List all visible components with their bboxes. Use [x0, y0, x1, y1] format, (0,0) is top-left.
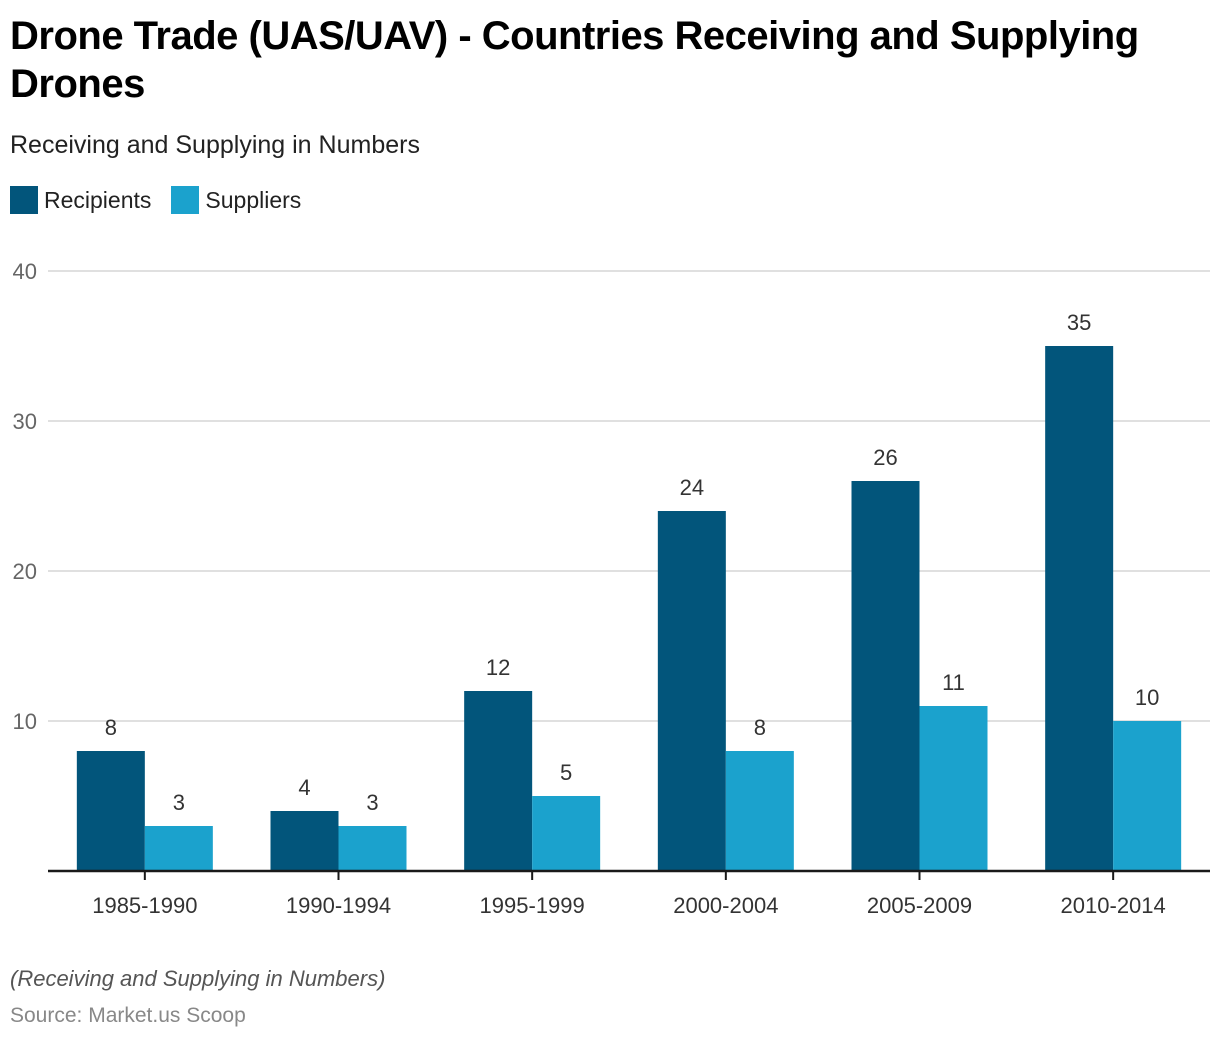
legend-label-recipients: Recipients — [44, 186, 152, 213]
data-label-recipients: 35 — [1067, 310, 1091, 335]
data-label-suppliers: 3 — [366, 790, 378, 815]
x-tick-label: 2000-2004 — [673, 893, 778, 918]
data-label-suppliers: 5 — [560, 760, 572, 785]
y-axis-ticks: 10 20 30 40 — [13, 259, 37, 734]
data-label-suppliers: 10 — [1135, 685, 1159, 710]
chart-subtitle: Receiving and Supplying in Numbers — [10, 131, 420, 159]
data-label-suppliers: 11 — [942, 670, 965, 695]
legend-swatch-suppliers — [171, 186, 200, 214]
y-tick-label: 40 — [13, 259, 37, 284]
bar-suppliers-1995-1999[interactable] — [532, 796, 601, 871]
y-tick-label: 20 — [13, 559, 37, 584]
data-label-recipients: 24 — [680, 475, 704, 500]
bar-recipients-2005-2009[interactable] — [851, 481, 920, 871]
x-tick-label: 2010-2014 — [1061, 893, 1166, 918]
bar-suppliers-2005-2009[interactable] — [919, 706, 988, 871]
bar-suppliers-1990-1994[interactable] — [338, 826, 407, 871]
data-label-recipients: 26 — [873, 445, 897, 470]
x-tick-label: 2005-2009 — [867, 893, 972, 918]
data-label-recipients: 8 — [105, 715, 117, 740]
legend: Recipients Suppliers — [10, 186, 321, 214]
y-tick-label: 10 — [13, 709, 37, 734]
bar-suppliers-2010-2014[interactable] — [1113, 721, 1182, 871]
data-label-suppliers: 3 — [173, 790, 185, 815]
bar-recipients-1995-1999[interactable] — [464, 691, 533, 871]
x-tick-label: 1995-1999 — [480, 893, 585, 918]
y-tick-label: 30 — [13, 409, 37, 434]
x-axis: 1985-1990 1990-1994 1995-1999 2000-2004 2005… — [48, 869, 1210, 918]
chart-title: Drone Trade (UAS/UAV) - Countries Receiv… — [10, 14, 1139, 106]
bar-recipients-1990-1994[interactable] — [270, 811, 339, 871]
footnote: (Receiving and Supplying in Numbers) — [10, 966, 386, 991]
data-label-recipients: 12 — [486, 655, 510, 680]
legend-swatch-recipients — [10, 186, 38, 214]
x-tick-label: 1985-1990 — [92, 893, 197, 918]
bar-recipients-2000-2004[interactable] — [657, 511, 726, 871]
data-labels: 8 3 4 3 12 5 24 8 26 11 35 10 — [105, 310, 1160, 815]
legend-item-suppliers[interactable]: Suppliers — [171, 186, 301, 214]
source-credit: Source: Market.us Scoop — [10, 1004, 246, 1027]
x-tick-label: 1990-1994 — [286, 893, 391, 918]
bar-suppliers-1985-1990[interactable] — [144, 826, 213, 871]
bar-recipients-2010-2014[interactable] — [1045, 346, 1114, 871]
bar-suppliers-2000-2004[interactable] — [725, 751, 794, 871]
bar-recipients-1985-1990[interactable] — [76, 751, 145, 871]
data-label-recipients: 4 — [298, 775, 310, 800]
bars — [76, 346, 1182, 871]
legend-item-recipients[interactable]: Recipients — [10, 186, 151, 214]
gridlines — [48, 270, 1210, 722]
legend-label-suppliers: Suppliers — [205, 186, 302, 213]
data-label-suppliers: 8 — [754, 715, 766, 740]
